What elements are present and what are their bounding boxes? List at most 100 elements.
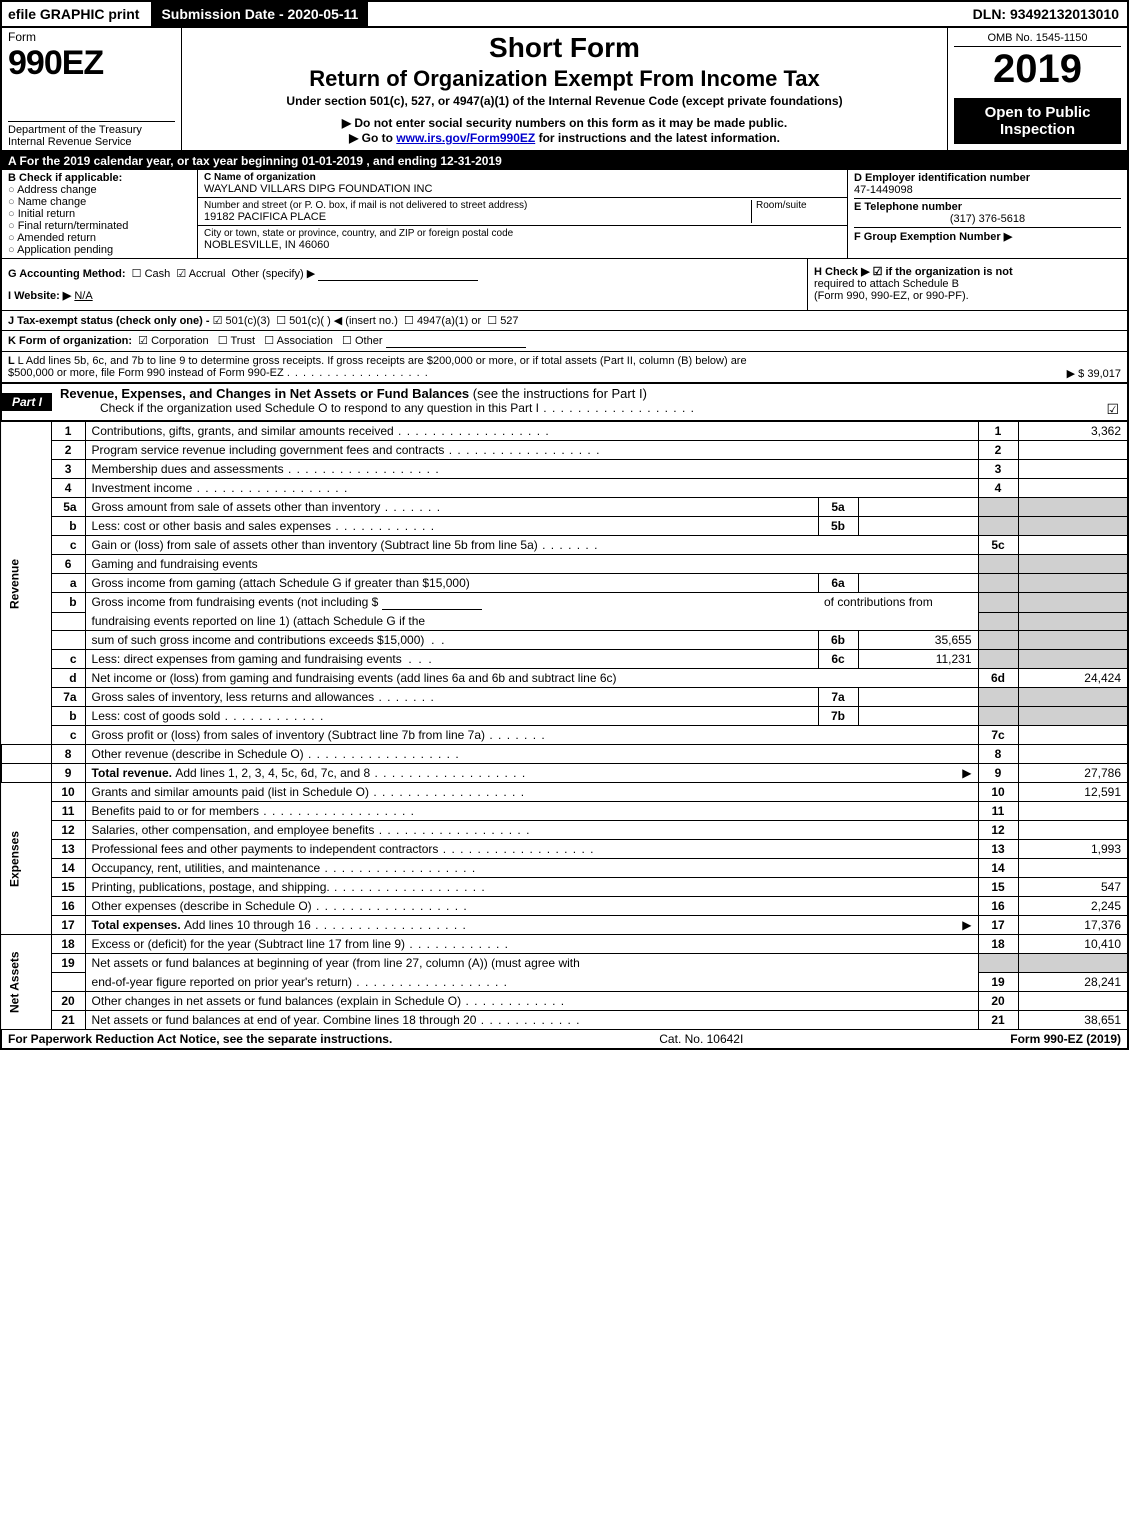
short-form-title: Short Form <box>188 32 941 64</box>
line-21-linen: 21 <box>978 1011 1018 1030</box>
line-5b-innum: 5b <box>818 517 858 536</box>
row-7a: 7a Gross sales of inventory, less return… <box>1 688 1128 707</box>
irs-link[interactable]: www.irs.gov/Form990EZ <box>396 131 535 145</box>
org-name: WAYLAND VILLARS DIPG FOUNDATION INC <box>204 183 841 195</box>
line-7b-num: b <box>51 707 85 726</box>
row-10: Expenses 10 Grants and similar amounts p… <box>1 783 1128 802</box>
line-19-desc-b: end-of-year figure reported on prior yea… <box>92 975 352 989</box>
row-17: 17 Total expenses. Add lines 10 through … <box>1 916 1128 935</box>
line-1-desc: Contributions, gifts, grants, and simila… <box>92 424 394 438</box>
org-other[interactable]: Other <box>342 335 382 347</box>
row-19a: 19 Net assets or fund balances at beginn… <box>1 954 1128 973</box>
line-4-num: 4 <box>51 479 85 498</box>
line-g: G Accounting Method: Cash Accrual Other … <box>8 267 801 281</box>
line-10-val: 12,591 <box>1018 783 1128 802</box>
line-14-num: 14 <box>51 859 85 878</box>
line-18-val: 10,410 <box>1018 935 1128 954</box>
line-i-label: I Website: ▶ <box>8 290 71 302</box>
line-9-linen: 9 <box>978 764 1018 783</box>
line-9-num: 9 <box>51 764 85 783</box>
org-association[interactable]: Association <box>264 335 333 347</box>
line-10-desc: Grants and similar amounts paid (list in… <box>92 785 369 799</box>
line-14-desc: Occupancy, rent, utilities, and maintena… <box>92 861 321 875</box>
check-address-change[interactable]: Address change <box>8 184 191 196</box>
sub-section: Under section 501(c), 527, or 4947(a)(1)… <box>188 94 941 108</box>
status-501c3[interactable]: 501(c)(3) <box>213 315 271 327</box>
line-7b-inval <box>858 707 978 726</box>
section-a: A For the 2019 calendar year, or tax yea… <box>0 152 1129 421</box>
line-k: K Form of organization: Corporation Trus… <box>2 331 1127 352</box>
row-7b: b Less: cost of goods sold 7b <box>1 707 1128 726</box>
line-6b-desc-b: of contributions from <box>824 595 933 609</box>
section-label-netassets: Net Assets <box>1 935 51 1030</box>
line-14-val <box>1018 859 1128 878</box>
org-corporation[interactable]: Corporation <box>138 335 208 347</box>
efile-print[interactable]: efile GRAPHIC print <box>2 4 145 24</box>
status-4947[interactable]: 4947(a)(1) or <box>404 315 481 327</box>
status-527[interactable]: 527 <box>487 315 518 327</box>
line-5c-linen: 5c <box>978 536 1018 555</box>
line-19-linen: 19 <box>978 973 1018 992</box>
dept-line-1: Department of the Treasury <box>8 124 175 136</box>
org-trust[interactable]: Trust <box>218 335 255 347</box>
part-1-check: Check if the organization used Schedule … <box>60 401 1119 415</box>
line-h-label: H Check ▶ ☑ if the organization is <box>814 266 996 278</box>
line-5c-num: c <box>51 536 85 555</box>
line-8-val <box>1018 745 1128 764</box>
line-17-num: 17 <box>51 916 85 935</box>
line-18-desc: Excess or (deficit) for the year (Subtra… <box>92 937 405 951</box>
check-amended-return[interactable]: Amended return <box>8 232 191 244</box>
line-20-val <box>1018 992 1128 1011</box>
row-3: 3 Membership dues and assessments 3 <box>1 460 1128 479</box>
check-name-change[interactable]: Name change <box>8 196 191 208</box>
line-9-desc2: Add lines 1, 2, 3, 4, 5c, 6d, 7c, and 8 <box>175 766 370 780</box>
line-7a-inval <box>858 688 978 707</box>
line-16-linen: 16 <box>978 897 1018 916</box>
line-18-num: 18 <box>51 935 85 954</box>
line-17-desc: Total expenses. <box>92 918 184 932</box>
line-7a-innum: 7a <box>818 688 858 707</box>
check-final-return[interactable]: Final return/terminated <box>8 220 191 232</box>
org-address: 19182 PACIFICA PLACE <box>204 211 751 223</box>
check-application-pending[interactable]: Application pending <box>8 244 191 256</box>
line-g-label: G Accounting Method: <box>8 268 126 280</box>
section-label-expenses: Expenses <box>1 783 51 935</box>
line-6a-num: a <box>51 574 85 593</box>
part-1-checkbox[interactable] <box>1106 401 1119 418</box>
accounting-other[interactable]: Other (specify) ▶ <box>232 268 316 280</box>
footer-right: Form 990-EZ (2019) <box>1010 1032 1121 1046</box>
line-8-linen: 8 <box>978 745 1018 764</box>
line-7c-num: c <box>51 726 85 745</box>
ein-value: 47-1449098 <box>854 184 1121 196</box>
row-21: 21 Net assets or fund balances at end of… <box>1 1011 1128 1030</box>
status-501c[interactable]: 501(c)( ) ◀ (insert no.) <box>276 315 398 327</box>
line-14-linen: 14 <box>978 859 1018 878</box>
accounting-cash[interactable]: Cash <box>132 268 171 280</box>
accounting-accrual[interactable]: Accrual <box>176 268 225 280</box>
row-6a: a Gross income from gaming (attach Sched… <box>1 574 1128 593</box>
room-suite-label: Room/suite <box>751 200 841 223</box>
line-15-num: 15 <box>51 878 85 897</box>
line-6a-innum: 6a <box>818 574 858 593</box>
line-7a-num: 7a <box>51 688 85 707</box>
sub3-pre: ▶ Go to <box>349 131 396 145</box>
line-21-num: 21 <box>51 1011 85 1030</box>
box-b-label: B Check if applicable: <box>8 172 122 184</box>
main-title: Return of Organization Exempt From Incom… <box>188 66 941 92</box>
row-15: 15 Printing, publications, postage, and … <box>1 878 1128 897</box>
line-l-text-b: $500,000 or more, file Form 990 instead … <box>8 367 284 379</box>
row-6b-sum: sum of such gross income and contributio… <box>1 631 1128 650</box>
row-6b: b Gross income from fundraising events (… <box>1 593 1128 613</box>
line-3-linen: 3 <box>978 460 1018 479</box>
line-6c-num: c <box>51 650 85 669</box>
line-l: L L Add lines 5b, 6c, and 7b to line 9 t… <box>2 352 1127 383</box>
line-15-linen: 15 <box>978 878 1018 897</box>
line-18-linen: 18 <box>978 935 1018 954</box>
line-5a-desc: Gross amount from sale of assets other t… <box>92 500 381 514</box>
check-initial-return[interactable]: Initial return <box>8 208 191 220</box>
line-6d-val: 24,424 <box>1018 669 1128 688</box>
row-18: Net Assets 18 Excess or (deficit) for th… <box>1 935 1128 954</box>
line-12-desc: Salaries, other compensation, and employ… <box>92 823 375 837</box>
line-6b-desc-c: fundraising events reported on line 1) (… <box>92 614 972 628</box>
line-16-val: 2,245 <box>1018 897 1128 916</box>
